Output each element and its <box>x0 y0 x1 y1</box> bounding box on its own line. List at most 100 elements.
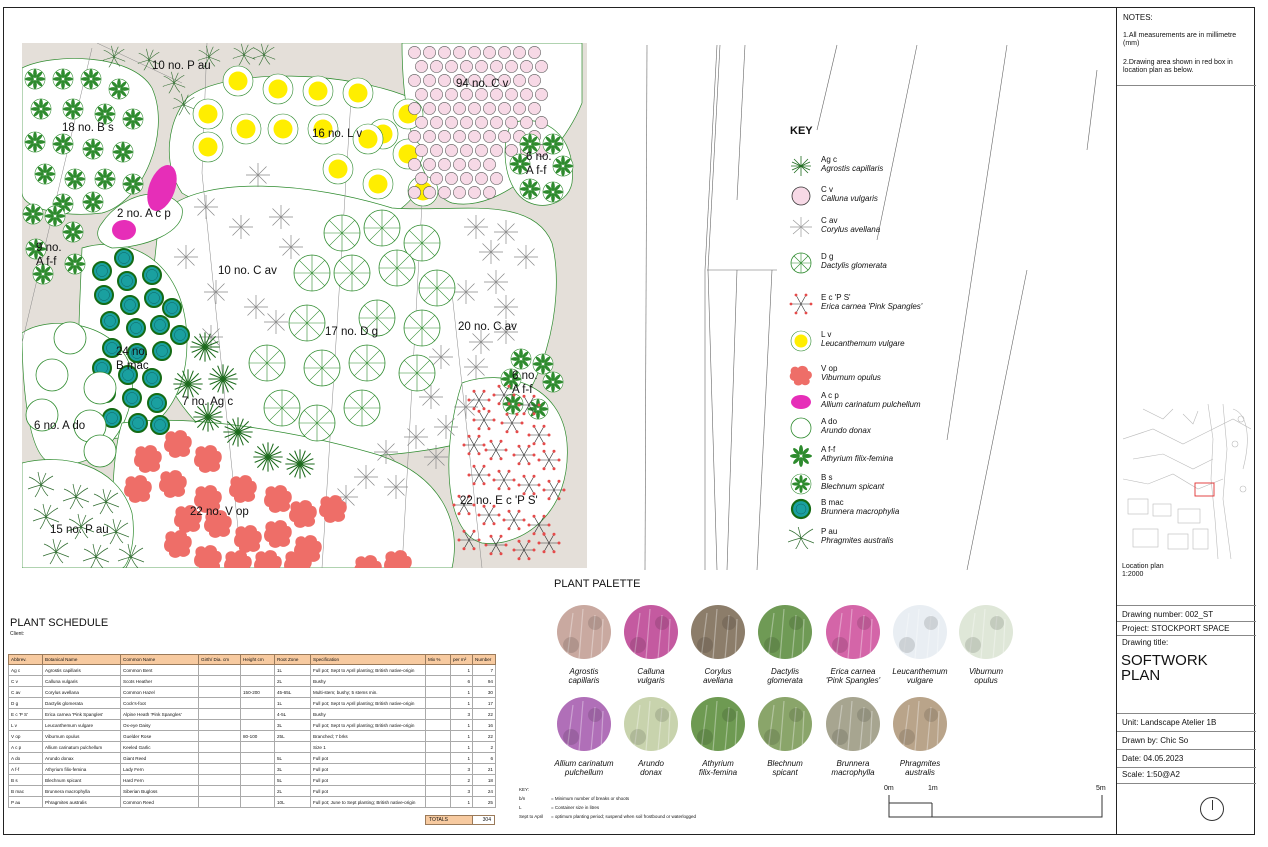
table-row: A f-f Athyrium filix-femina Lady Fern 3L Ful… <box>8 763 496 775</box>
schedule-key: KEY: b/n = Minimum number of breaks or sh… <box>519 785 696 821</box>
schedule-cell: Calluna vulgaris <box>42 675 121 687</box>
schedule-cell <box>425 697 451 709</box>
key-abbr: B mac <box>821 498 844 507</box>
schedule-cell: 2 <box>472 741 496 753</box>
palette-name: Corylus avellana <box>703 667 733 685</box>
label-c-av-left: 10 no. C av <box>218 265 277 277</box>
key-abbr: D g <box>821 252 834 261</box>
schedule-cell: 1L <box>274 697 311 709</box>
schedule-header-cell: Botanical Name <box>42 654 121 665</box>
note-1: 1.All measurements are in millimetre (mm… <box>1123 32 1237 47</box>
table-row: D g Dactylis glomerata Cock's-foot 1L Full p… <box>8 697 496 709</box>
schedule-cell: 1 <box>450 686 473 698</box>
table-row: Ag c Agrostis capillaris Common Bent 1L Full… <box>8 664 496 676</box>
key-botanical-name: Agrostis capillaris <box>821 164 884 173</box>
schedule-cell: 1 <box>450 664 473 676</box>
palette-name: Athyrium filix-femina <box>698 759 738 777</box>
totals-value: 304 <box>472 815 495 825</box>
schedule-cell: Full pot <box>310 774 426 786</box>
schedule-key-row: Sept to April = optimum planting period; … <box>519 814 696 819</box>
schedule-cell <box>198 785 241 797</box>
schedule-cell <box>274 741 311 753</box>
table-row: B s Blechnum spicant Hard Fern 5L Full pot 2 1… <box>8 774 496 786</box>
key-item-a-c-p: A c p Allium carinatum pulchellum <box>788 391 988 421</box>
schedule-cell <box>198 664 241 676</box>
schedule-cell <box>425 741 451 753</box>
schedule-cell: Siberian Bugloss <box>120 785 199 797</box>
schedule-cell: A f-f <box>8 763 43 775</box>
phragmites-icon <box>788 527 814 549</box>
unit: Unit: Landscape Atelier 1B <box>1122 718 1217 727</box>
palette-name: Phragmites australis <box>899 759 941 777</box>
schedule-header-row: Abbrev. Botanical Name Common Name Girth/ D… <box>8 654 496 665</box>
key-item-c-av: C av Corylus avellana <box>788 216 988 246</box>
schedule-cell <box>240 675 275 687</box>
key-abbr: P au <box>821 527 838 536</box>
schedule-cell <box>198 675 241 687</box>
key-botanical-name: Erica carnea 'Pink Spangles' <box>821 302 923 311</box>
schedule-cell: D g <box>8 697 43 709</box>
schedule-cell: 3 <box>450 708 473 720</box>
palette-name: Calluna vulgaris <box>637 667 665 685</box>
plant-photo <box>959 605 1013 659</box>
key-item-v-op: V op Viburnum opulus <box>788 364 988 394</box>
schedule-cell <box>240 774 275 786</box>
corylus-icon <box>790 217 812 237</box>
key-botanical-name: Brunnera macrophylia <box>821 507 900 516</box>
schedule-cell: 5L <box>274 752 311 764</box>
schedule-cell: Agrostis capillaris <box>42 664 121 676</box>
schedule-cell: Viburnum opulus <box>42 730 121 742</box>
schedule-cell: V op <box>8 730 43 742</box>
key-item-b-mac: B mac Brunnera macrophylia <box>788 498 988 528</box>
leucanthemum-icon <box>790 330 812 352</box>
label-e-c-ps: 22 no. E c 'P S' <box>460 495 538 507</box>
north-arrow-icon <box>1200 797 1224 821</box>
schedule-cell: 4-5L <box>274 708 311 720</box>
key-botanical-name: Blechnum spicant <box>821 482 885 491</box>
schedule-cell <box>198 708 241 720</box>
palette-item: Allium carinatum pulchellum <box>549 697 619 777</box>
schedule-cell: C av <box>8 686 43 698</box>
schedule-totals: TOTALS 304 <box>425 815 495 825</box>
schedule-cell: Full pot; Sept to April planting; Britis… <box>310 697 426 709</box>
notes-title: NOTES: <box>1123 13 1153 22</box>
plant-photo <box>893 605 947 659</box>
schedule-cell: 1 <box>450 752 473 764</box>
blechnum-icon <box>790 473 812 495</box>
schedule-cell: Leucanthemum vulgare <box>42 719 121 731</box>
schedule-cell: 1L <box>274 664 311 676</box>
schedule-cell: Branched; 7 brks <box>310 730 426 742</box>
schedule-cell: Dactylis glomerata <box>42 697 121 709</box>
title-block: NOTES: 1.All measurements are in millime… <box>1116 7 1256 835</box>
drawing-title-label: Drawing title: <box>1122 638 1169 647</box>
label-p-au-top: 10 no. P au <box>152 60 211 72</box>
label-a-ff-mid: 6 no. <box>512 370 538 382</box>
schedule-cell: A c p <box>8 741 43 753</box>
scale-1m: 1m <box>928 785 938 792</box>
plant-photo <box>826 697 880 751</box>
scale-5m: 5m <box>1096 785 1106 792</box>
label-a-ff-left: 9 no. <box>36 242 62 254</box>
label-ag-c: 7 no. Ag c <box>182 396 233 408</box>
key-abbr: B s <box>821 473 833 482</box>
schedule-cell: Full pot; Sept to April planting; Britis… <box>310 719 426 731</box>
label-d-g: 17 no. D g <box>325 326 378 338</box>
label-p-au-bottom: 15 no. P au <box>50 524 109 536</box>
schedule-cell: A do <box>8 752 43 764</box>
schedule-cell: Bushy <box>310 708 426 720</box>
key-abbr: E c 'P S' <box>821 293 851 302</box>
table-row: L v Leucanthemum vulgare Ox-eye Daisy 3L Ful… <box>8 719 496 731</box>
scale-bar-graphic <box>888 795 1103 818</box>
key-item-a-f-f: A f-f Athyrium filix-femina <box>788 445 988 475</box>
plant-photo <box>758 697 812 751</box>
schedule-cell: Full pot <box>310 752 426 764</box>
schedule-cell <box>240 708 275 720</box>
schedule-cell: Scots Heather <box>120 675 199 687</box>
table-row: C av Corylus avellana Common Hazel 150-200 4… <box>8 686 496 698</box>
key-abbr: Ag c <box>821 155 838 164</box>
schedule-cell: B mac <box>8 785 43 797</box>
label-a-ff-mid-2: A f-f <box>512 384 533 396</box>
location-plan-map <box>1123 403 1251 559</box>
key-botanical-name: Corylus avellana <box>821 225 881 234</box>
schedule-cell: 6 <box>450 675 473 687</box>
